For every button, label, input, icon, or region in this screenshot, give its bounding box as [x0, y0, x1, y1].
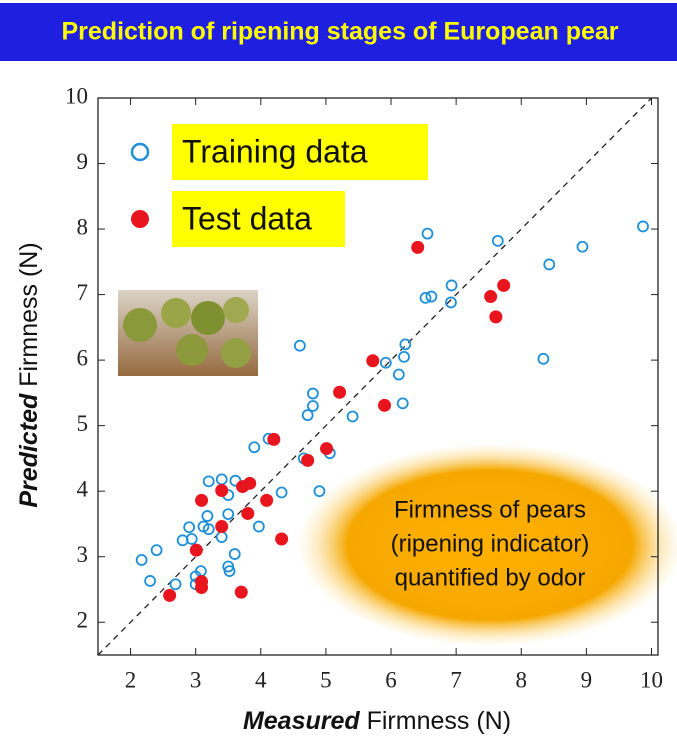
- title-banner: [0, 3, 677, 61]
- y-tick-label: 7: [77, 280, 89, 305]
- point: [163, 588, 177, 602]
- point: [637, 220, 649, 233]
- point: [445, 296, 457, 309]
- point: [275, 532, 289, 546]
- point: [215, 484, 229, 498]
- photo: [118, 290, 258, 376]
- point: [398, 350, 410, 363]
- y-tick-label: 4: [77, 476, 89, 501]
- point: [396, 397, 409, 410]
- point: [252, 520, 265, 533]
- x-tick-label: 6: [385, 667, 397, 692]
- legend-box: [172, 191, 345, 247]
- x-tick-label: 7: [450, 667, 462, 692]
- plot-frame: [97, 97, 659, 656]
- point: [399, 338, 412, 351]
- point: [392, 368, 405, 381]
- point: [537, 352, 550, 365]
- point: [195, 581, 209, 595]
- point: [419, 291, 432, 304]
- point: [185, 533, 198, 545]
- point: [183, 521, 196, 534]
- point: [489, 310, 503, 324]
- point: [484, 290, 498, 304]
- point: [293, 339, 306, 352]
- point: [267, 432, 281, 446]
- point: [202, 475, 215, 488]
- point: [543, 258, 556, 271]
- point: [491, 234, 504, 247]
- point: [260, 493, 274, 507]
- point: [301, 453, 315, 467]
- point: [306, 400, 319, 412]
- legend-marker: [130, 142, 150, 162]
- point: [215, 531, 228, 543]
- x-axis-label: Measured Firmness (N): [243, 707, 511, 735]
- point: [243, 476, 257, 490]
- legend-box: [172, 124, 428, 180]
- point: [223, 565, 236, 578]
- point: [215, 473, 228, 486]
- y-tick-label: 10: [65, 83, 88, 108]
- point: [306, 387, 319, 400]
- x-tick-label: 2: [125, 667, 137, 692]
- diagonal-line: [97, 97, 652, 656]
- point: [222, 508, 235, 521]
- point: [497, 278, 511, 292]
- y-tick-label: 9: [77, 149, 89, 174]
- point: [445, 279, 458, 292]
- y-tick-label: 5: [77, 411, 89, 436]
- point: [275, 486, 288, 499]
- point: [333, 385, 347, 399]
- point: [234, 585, 248, 599]
- point: [576, 240, 589, 253]
- point: [135, 554, 148, 566]
- point: [144, 575, 156, 587]
- point: [248, 441, 261, 454]
- legend-marker: [131, 210, 149, 228]
- x-tick-label: 5: [320, 667, 332, 692]
- point: [301, 409, 314, 422]
- point: [425, 290, 438, 303]
- point: [150, 544, 163, 557]
- x-tick-label: 8: [516, 667, 528, 692]
- annotation-text: Firmness of pears: [394, 496, 586, 523]
- point: [202, 523, 215, 536]
- y-label-emphasis: Predicted: [15, 393, 43, 508]
- point: [189, 543, 203, 557]
- point: [241, 506, 255, 520]
- y-tick-label: 3: [77, 542, 89, 567]
- point: [201, 510, 214, 522]
- y-label: Firmness (N): [15, 242, 43, 386]
- point: [378, 398, 392, 412]
- legend-label: Test data: [182, 200, 312, 236]
- point: [215, 520, 229, 534]
- point: [421, 227, 434, 240]
- x-label: Firmness (N): [367, 707, 511, 735]
- x-tick-label: 3: [190, 667, 202, 692]
- legend-label: Training data: [182, 133, 368, 169]
- y-axis-label: Predicted Firmness (N): [15, 242, 43, 507]
- x-tick-label: 9: [581, 667, 593, 692]
- x-tick-label: 10: [640, 667, 663, 692]
- point: [320, 442, 334, 456]
- x-label-emphasis: Measured: [243, 707, 360, 735]
- point: [195, 493, 209, 507]
- point: [228, 548, 241, 560]
- point: [379, 356, 392, 369]
- y-tick-label: 6: [77, 345, 89, 370]
- annotation-bubble: [300, 445, 677, 645]
- point: [411, 240, 425, 254]
- point: [366, 354, 380, 368]
- point: [313, 485, 326, 498]
- x-tick-label: 4: [255, 667, 267, 692]
- y-tick-label: 8: [77, 214, 89, 239]
- point: [346, 410, 359, 423]
- y-tick-label: 2: [77, 608, 89, 633]
- annotation-text: quantified by odor: [395, 564, 586, 591]
- point: [169, 578, 182, 591]
- chart-title: Prediction of ripening stages of Europea…: [61, 18, 618, 46]
- annotation-text: (ripening indicator): [391, 530, 590, 557]
